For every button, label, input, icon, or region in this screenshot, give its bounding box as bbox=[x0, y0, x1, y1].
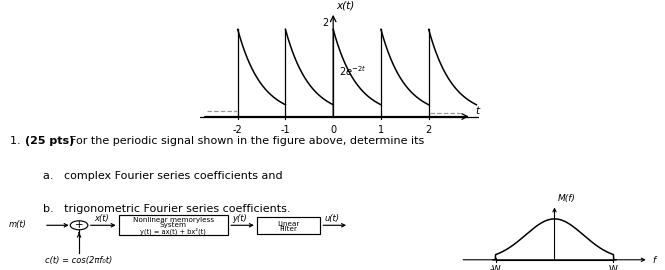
Text: Linear: Linear bbox=[277, 221, 300, 227]
Text: y(t): y(t) bbox=[233, 214, 247, 222]
Text: u(t): u(t) bbox=[325, 214, 340, 222]
Text: b.   trigonometric Fourier series coefficients.: b. trigonometric Fourier series coeffici… bbox=[43, 204, 291, 214]
Text: x(t): x(t) bbox=[336, 0, 354, 10]
Text: t: t bbox=[475, 106, 479, 116]
Text: m(t): m(t) bbox=[9, 220, 27, 229]
Text: 0: 0 bbox=[330, 125, 336, 135]
Text: System: System bbox=[160, 222, 187, 228]
Text: 1.: 1. bbox=[10, 136, 28, 146]
Text: -1: -1 bbox=[281, 125, 290, 135]
Text: +: + bbox=[74, 220, 83, 230]
Text: For the periodic signal shown in the figure above, determine its: For the periodic signal shown in the fig… bbox=[70, 136, 424, 146]
Text: Nonlinear memoryless: Nonlinear memoryless bbox=[133, 217, 214, 223]
Text: (25 pts): (25 pts) bbox=[25, 136, 74, 146]
Text: W: W bbox=[609, 265, 618, 270]
Text: -W: -W bbox=[489, 265, 501, 270]
Text: x(t): x(t) bbox=[94, 214, 109, 222]
Text: y(t) = ax(t) + bx²(t): y(t) = ax(t) + bx²(t) bbox=[140, 228, 206, 235]
Text: 2: 2 bbox=[322, 18, 329, 28]
Text: -2: -2 bbox=[233, 125, 243, 135]
Text: 1: 1 bbox=[378, 125, 384, 135]
FancyBboxPatch shape bbox=[257, 217, 321, 234]
FancyBboxPatch shape bbox=[118, 215, 228, 235]
Text: c(t) = cos(2πf₀t): c(t) = cos(2πf₀t) bbox=[45, 256, 112, 265]
Text: a.   complex Fourier series coefficients and: a. complex Fourier series coefficients a… bbox=[43, 171, 283, 181]
Text: f: f bbox=[653, 256, 656, 265]
Text: 2: 2 bbox=[426, 125, 432, 135]
Text: $2e^{-2t}$: $2e^{-2t}$ bbox=[339, 64, 366, 78]
Text: M(f): M(f) bbox=[558, 194, 576, 203]
Text: Filter: Filter bbox=[280, 226, 298, 232]
